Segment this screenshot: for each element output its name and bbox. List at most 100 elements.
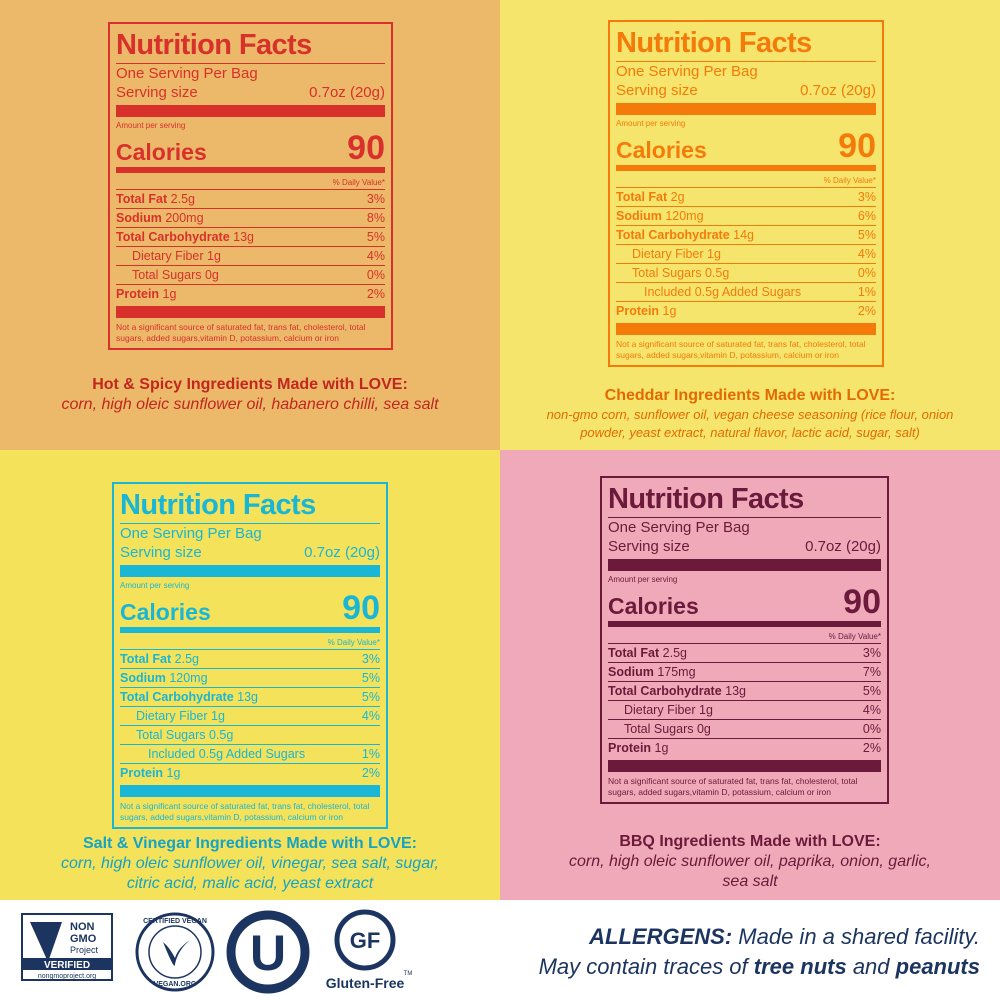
footnote: Not a significant source of saturated fa… xyxy=(608,776,858,797)
serving-size: Serving size 0.7oz (20g) xyxy=(120,543,380,562)
nutrient-name: Total Carbohydrate xyxy=(608,684,722,698)
nutrient-name: Dietary Fiber xyxy=(136,709,208,723)
calories-label: Calories xyxy=(120,599,211,625)
nutrition-label: Nutrition Facts One Serving Per Bag Servin… xyxy=(112,482,388,829)
nutrient-amount: 2.5g xyxy=(662,646,687,660)
panel: Nutrition Facts One Serving Per Bag Servin… xyxy=(500,0,1000,450)
nutrient-name: Sodium xyxy=(608,665,654,679)
nutrient-row: Total Fat 2g 3% xyxy=(616,188,876,206)
nutrient-row: Total Fat 2.5g 3% xyxy=(116,190,385,208)
daily-value: 7% xyxy=(862,665,881,679)
nutrient-amount: 175mg xyxy=(657,665,696,679)
nutrient-name: Sodium xyxy=(616,209,662,223)
nutrient-row: Protein 1g 2% xyxy=(616,301,876,320)
nutrient-amount: 13g xyxy=(725,684,747,698)
nutrient-name: Total Fat xyxy=(616,190,668,204)
nutrient-row: Protein 1g 2% xyxy=(116,284,385,303)
nutrient: Included 0.5g Added Sugars xyxy=(644,283,801,301)
badge-text: TM xyxy=(404,971,413,977)
serving-size-label: Serving size xyxy=(608,538,690,555)
nutrient-name: Included 0.5g Added Sugars xyxy=(644,285,802,299)
allergen: tree nuts xyxy=(753,954,847,979)
servings: One Serving Per Bag xyxy=(120,525,262,542)
badge-frame xyxy=(334,909,396,971)
nutrient-row: Total Sugars 0g 0% xyxy=(116,265,385,284)
nutrient: Total Fat 2g xyxy=(616,188,685,206)
nutrient-row: Total Sugars 0.5g xyxy=(120,725,380,744)
footnote: Not a significant source of saturated fa… xyxy=(116,322,366,343)
daily-value-header: % Daily Value* xyxy=(116,176,385,190)
nutrient: Protein 1g xyxy=(616,302,676,320)
daily-value: 4% xyxy=(361,709,380,723)
nutrition-label: Nutrition Facts One Serving Per Bag Servin… xyxy=(600,476,889,804)
nutrient: Total Sugars 0g xyxy=(132,266,219,284)
allergens-line: ALLERGENS: Made in a shared facility. xyxy=(539,922,980,952)
daily-value: 1% xyxy=(361,747,380,761)
nutrient-amount: 14g xyxy=(733,228,755,242)
daily-value-header: % Daily Value* xyxy=(120,636,380,650)
nutrient-row: Total Fat 2.5g 3% xyxy=(608,644,881,662)
serving-size-label: Serving size xyxy=(616,82,698,99)
daily-value: 2% xyxy=(361,766,380,780)
nutrient-name: Protein xyxy=(116,287,160,301)
text: Made in a shared facility. xyxy=(732,924,980,949)
nutrient-name: Total Sugars xyxy=(624,722,694,736)
nutrient: Sodium 175mg xyxy=(608,663,696,681)
nutrients: Total Fat 2.5g 3% Sodium 200mg 8% Total Carb… xyxy=(116,190,385,303)
badge-text: nongmoproject.org xyxy=(38,973,96,980)
nutrient-name: Protein xyxy=(616,304,660,318)
ingredients-title: Hot & Spicy Ingredients Made with LOVE: xyxy=(92,376,408,393)
panel: Nutrition Facts One Serving Per Bag Servin… xyxy=(0,0,500,450)
nutrition-label: Nutrition Facts One Serving Per Bag Servin… xyxy=(608,20,884,367)
serving-size: Serving size 0.7oz (20g) xyxy=(616,81,876,100)
nutrient-amount: 2.5g xyxy=(170,192,195,206)
footnote: Not a significant source of saturated fa… xyxy=(120,801,370,822)
footnote: Not a significant source of saturated fa… xyxy=(616,339,866,360)
badge-text: Gluten-Free xyxy=(326,975,405,991)
nutrient: Total Carbohydrate 14g xyxy=(616,226,754,244)
ingredients-text: corn, high oleic sunflower oil, habanero… xyxy=(61,396,439,413)
nutrient: Sodium 200mg xyxy=(116,209,204,227)
badge-text: Project xyxy=(70,945,99,955)
ingredients-title: BBQ Ingredients Made with LOVE: xyxy=(619,833,881,850)
rule xyxy=(616,323,876,335)
nutrient: Sodium 120mg xyxy=(120,669,208,687)
rule xyxy=(608,621,881,627)
calories-value: 90 xyxy=(838,127,876,165)
nutrient-row: Dietary Fiber 1g 4% xyxy=(116,246,385,265)
panel: Nutrition Facts One Serving Per Bag Servin… xyxy=(500,450,1000,900)
rule xyxy=(116,105,385,117)
nutrient-name: Included 0.5g Added Sugars xyxy=(148,747,306,761)
serving-size: Serving size 0.7oz (20g) xyxy=(608,537,881,556)
daily-value: 5% xyxy=(862,684,881,698)
daily-value-header: % Daily Value* xyxy=(608,630,881,644)
nutrient-name: Total Carbohydrate xyxy=(120,690,234,704)
nutrient: Dietary Fiber 1g xyxy=(624,701,713,719)
ingredients: Cheddar Ingredients Made with LOVE: non-g… xyxy=(510,386,990,442)
daily-value: 3% xyxy=(857,190,876,204)
rule xyxy=(616,165,876,171)
nutrient-amount: 0g xyxy=(204,268,219,282)
daily-value: 4% xyxy=(862,703,881,717)
nutrient-name: Total Fat xyxy=(116,192,168,206)
nutrient-name: Total Carbohydrate xyxy=(616,228,730,242)
daily-value: 0% xyxy=(862,722,881,736)
nutrient-row: Total Fat 2.5g 3% xyxy=(120,650,380,668)
daily-value: 8% xyxy=(366,211,385,225)
footer: NON GMO Project VERIFIED nongmoproject.o… xyxy=(0,900,1000,1000)
nutrient-name: Total Fat xyxy=(120,652,172,666)
nutrient-amount: 2.5g xyxy=(174,652,199,666)
badge-frame xyxy=(135,912,215,992)
calories-value: 90 xyxy=(347,129,385,167)
ingredients-title: Cheddar Ingredients Made with LOVE: xyxy=(604,387,896,404)
panel: Nutrition Facts One Serving Per Bag Servin… xyxy=(0,450,500,900)
nutrient-row: Total Carbohydrate 14g 5% xyxy=(616,225,876,244)
badge-text: GF xyxy=(350,928,381,953)
badge-text: NON xyxy=(70,921,95,933)
badge-text: U xyxy=(250,925,286,981)
calories-value: 90 xyxy=(843,583,881,621)
serving-size-label: Serving size xyxy=(116,84,198,101)
badge-text: GMO xyxy=(70,933,97,945)
nutrient-row: Total Carbohydrate 13g 5% xyxy=(608,681,881,700)
nutrient-name: Total Sugars xyxy=(632,266,702,280)
